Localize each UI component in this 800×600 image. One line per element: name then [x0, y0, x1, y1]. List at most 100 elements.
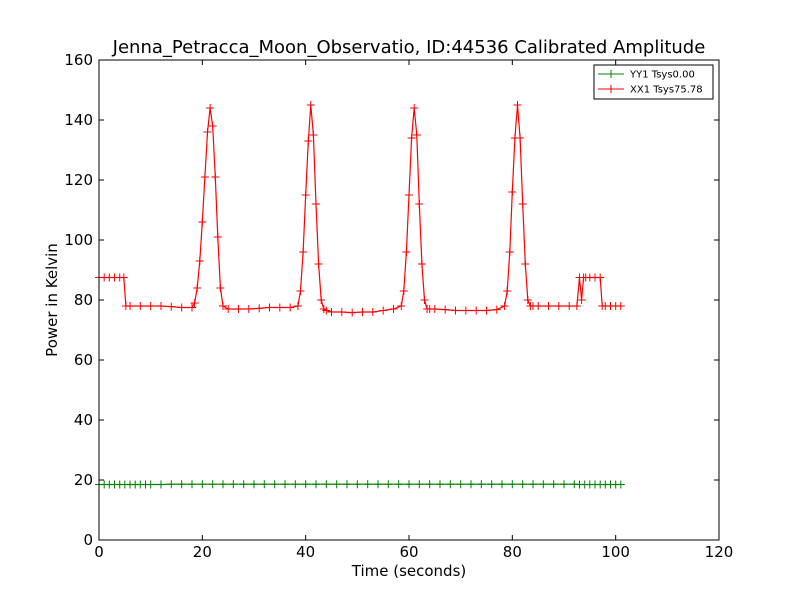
data-point: [296, 287, 305, 295]
data-point: [190, 299, 199, 307]
data-point: [534, 302, 543, 310]
legend-label-xx1: XX1 Tsys75.78: [630, 85, 703, 96]
data-point: [293, 302, 302, 310]
data-point: [265, 303, 274, 312]
data-point: [565, 302, 574, 310]
data-point: [327, 308, 336, 316]
data-point: [275, 303, 284, 312]
data-point: [397, 302, 406, 310]
data-point: [407, 134, 416, 142]
y-tick-label: 100: [64, 231, 93, 249]
data-point: [516, 134, 525, 142]
data-point: [500, 302, 509, 310]
y-tick-label: 40: [74, 411, 93, 429]
y-tick-label: 120: [64, 171, 93, 189]
data-point: [560, 480, 568, 489]
x-tick-label: 0: [94, 543, 104, 561]
data-point: [379, 306, 388, 315]
data-point: [337, 308, 346, 316]
data-point: [167, 302, 176, 311]
series-1: [95, 101, 625, 317]
data-point: [119, 273, 128, 282]
data-point: [467, 480, 475, 489]
data-point: [239, 480, 248, 489]
data-point: [420, 296, 429, 304]
data-point: [389, 305, 398, 313]
data-point: [177, 303, 186, 312]
data-point: [188, 480, 196, 489]
data-point: [430, 305, 439, 313]
chart-title: Jenna_Petracca_Moon_Observatio, ID:44536…: [112, 37, 706, 58]
plot-frame: [98, 59, 720, 541]
data-point: [229, 480, 238, 489]
data-point: [219, 480, 227, 489]
data-point: [505, 248, 514, 256]
data-point: [472, 306, 481, 315]
data-point: [572, 302, 581, 310]
data-point: [203, 128, 212, 136]
y-tick-label: 80: [74, 291, 93, 309]
data-point: [299, 248, 308, 256]
data-point: [436, 480, 444, 489]
data-point: [482, 306, 491, 315]
data-point: [198, 480, 207, 489]
data-point: [461, 306, 470, 315]
data-point: [317, 296, 326, 304]
data-point: [255, 304, 264, 313]
data-point: [518, 200, 527, 208]
data-point: [518, 480, 527, 489]
data-point: [577, 296, 586, 304]
data-point: [250, 480, 258, 489]
data-point: [244, 305, 253, 313]
data-point: [596, 273, 605, 282]
data-point: [513, 101, 522, 109]
y-tick-label: 20: [74, 471, 93, 489]
x-tick-label: 100: [601, 543, 630, 561]
data-point: [322, 480, 331, 489]
data-point: [312, 200, 320, 208]
data-point: [554, 302, 563, 310]
data-point: [157, 480, 165, 489]
data-point: [523, 296, 532, 304]
tick-labels: 0 20 40 60 80 100 120 0 20 40 60 80 100 120 140 160: [64, 51, 733, 561]
data-point: [394, 480, 403, 489]
data-point: [219, 302, 227, 310]
data-point: [529, 480, 537, 489]
data-point: [616, 302, 625, 310]
data-point: [544, 302, 553, 310]
data-point: [539, 480, 548, 489]
data-point: [211, 173, 220, 181]
data-point: [399, 287, 408, 295]
data-point: [136, 302, 145, 310]
data-point: [456, 480, 465, 489]
data-point: [193, 284, 202, 292]
legend-box: [593, 64, 714, 100]
data-point: [477, 480, 486, 489]
data-point: [415, 480, 424, 489]
data-point: [410, 104, 419, 112]
data-point: [415, 200, 424, 208]
data-point: [286, 303, 295, 312]
series-0: [95, 480, 625, 489]
data-point: [441, 305, 450, 314]
data-point: [146, 480, 155, 489]
x-tick-label: 80: [503, 543, 522, 561]
data-point: [314, 260, 323, 268]
data-point: [270, 480, 279, 489]
legend-label-yy1: YY1 Tsys0.00: [629, 70, 695, 81]
x-tick-label: 40: [296, 543, 315, 561]
data-point: [384, 480, 393, 489]
data-point: [188, 303, 196, 312]
data-point: [446, 480, 455, 489]
data-point: [358, 308, 367, 316]
data-point: [167, 480, 176, 489]
data-point: [412, 131, 421, 139]
data-point: [363, 480, 372, 489]
plot-area: [99, 60, 719, 540]
data-point: [322, 306, 331, 315]
x-tick-label: 120: [705, 543, 734, 561]
y-tick-label: 0: [83, 531, 93, 549]
data-point: [306, 101, 315, 109]
y-tick-label: 60: [74, 351, 93, 369]
data-point: [312, 480, 320, 489]
